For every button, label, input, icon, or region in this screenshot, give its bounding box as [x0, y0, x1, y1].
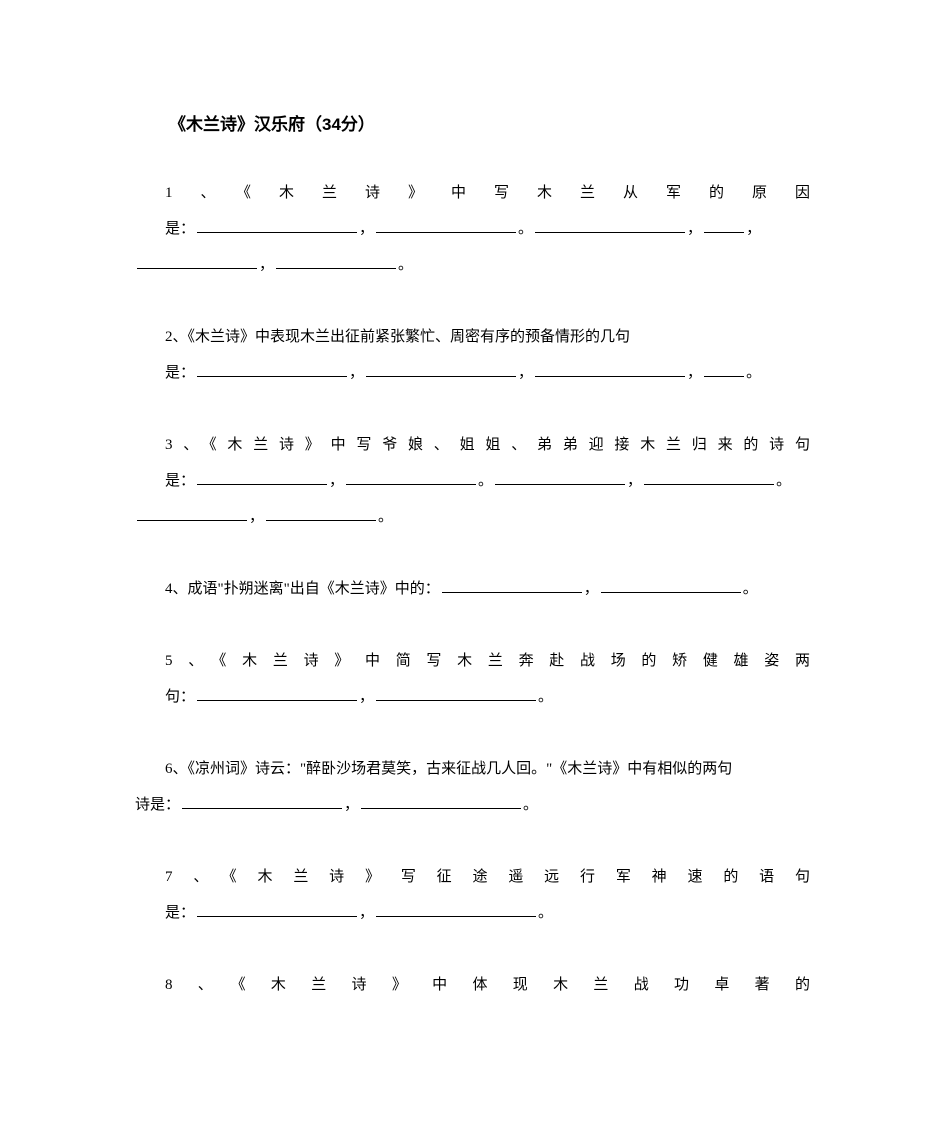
blank	[197, 901, 357, 918]
q3-prefix: 是：	[165, 473, 195, 489]
blank	[535, 361, 685, 378]
blank	[376, 901, 536, 918]
q5-line2: 句：，。	[135, 679, 810, 715]
blank	[644, 469, 774, 486]
q6-line2: 诗是：，。	[135, 787, 810, 823]
q2-line1: 2、《木兰诗》中表现木兰出征前紧张繁忙、周密有序的预备情形的几句	[135, 319, 810, 355]
q2-line2: 是：，，，。	[135, 355, 810, 391]
question-7: 7、《木兰诗》写征途遥远行军神速的语句 是：，。	[135, 859, 810, 931]
question-3: 3、《木兰诗》中写爷娘、姐姐、弟弟迎接木兰归来的诗句 是：，。，。，。	[135, 427, 810, 535]
q5-line1: 5、《木兰诗》中简写木兰奔赴战场的矫健雄姿两	[135, 643, 810, 679]
question-1: 1、《木兰诗》中写木兰从军的原因 是：，。，，，。	[135, 175, 810, 283]
blank	[197, 217, 357, 234]
q6-line1: 6、《凉州词》诗云："醉卧沙场君莫笑，古来征战几人回。"《木兰诗》中有相似的两句	[135, 751, 810, 787]
blank	[601, 577, 741, 594]
blank	[366, 361, 516, 378]
q1-line1: 1、《木兰诗》中写木兰从军的原因	[135, 175, 810, 211]
blank	[704, 361, 744, 378]
q4-prefix: 4、成语"扑朔迷离"出自《木兰诗》中的：	[165, 581, 440, 597]
question-5: 5、《木兰诗》中简写木兰奔赴战场的矫健雄姿两 句：，。	[135, 643, 810, 715]
q7-prefix: 是：	[165, 905, 195, 921]
q3-line1: 3、《木兰诗》中写爷娘、姐姐、弟弟迎接木兰归来的诗句	[135, 427, 810, 463]
q8-line1: 8、《木兰诗》中体现木兰战功卓著的	[135, 967, 810, 1003]
blank	[376, 685, 536, 702]
blank	[376, 217, 516, 234]
blank	[197, 685, 357, 702]
blank	[535, 217, 685, 234]
q7-line2: 是：，。	[135, 895, 810, 931]
blank	[495, 469, 625, 486]
question-6: 6、《凉州词》诗云："醉卧沙场君莫笑，古来征战几人回。"《木兰诗》中有相似的两句…	[135, 751, 810, 823]
question-8: 8、《木兰诗》中体现木兰战功卓著的	[135, 967, 810, 1003]
blank	[704, 217, 744, 234]
blank	[137, 253, 257, 270]
blank	[361, 793, 521, 810]
blank	[266, 505, 376, 522]
q1-prefix: 是：	[165, 221, 195, 237]
q1-line2: 是：，。，，，。	[135, 211, 810, 283]
blank	[442, 577, 582, 594]
blank	[182, 793, 342, 810]
q2-prefix: 是：	[165, 365, 195, 381]
blank	[197, 361, 347, 378]
document-title: 《木兰诗》汉乐府（34分）	[135, 110, 810, 135]
question-4: 4、成语"扑朔迷离"出自《木兰诗》中的：，。	[135, 571, 810, 607]
blank	[137, 505, 247, 522]
blank	[276, 253, 396, 270]
blank	[346, 469, 476, 486]
q2-suffix: 。	[746, 365, 761, 381]
q7-line1: 7、《木兰诗》写征途遥远行军神速的语句	[135, 859, 810, 895]
q3-line2: 是：，。，。，。	[135, 463, 810, 535]
q5-prefix: 句：	[165, 689, 195, 705]
question-2: 2、《木兰诗》中表现木兰出征前紧张繁忙、周密有序的预备情形的几句 是：，，，。	[135, 319, 810, 391]
q6-prefix: 诗是：	[135, 797, 180, 813]
blank	[197, 469, 327, 486]
